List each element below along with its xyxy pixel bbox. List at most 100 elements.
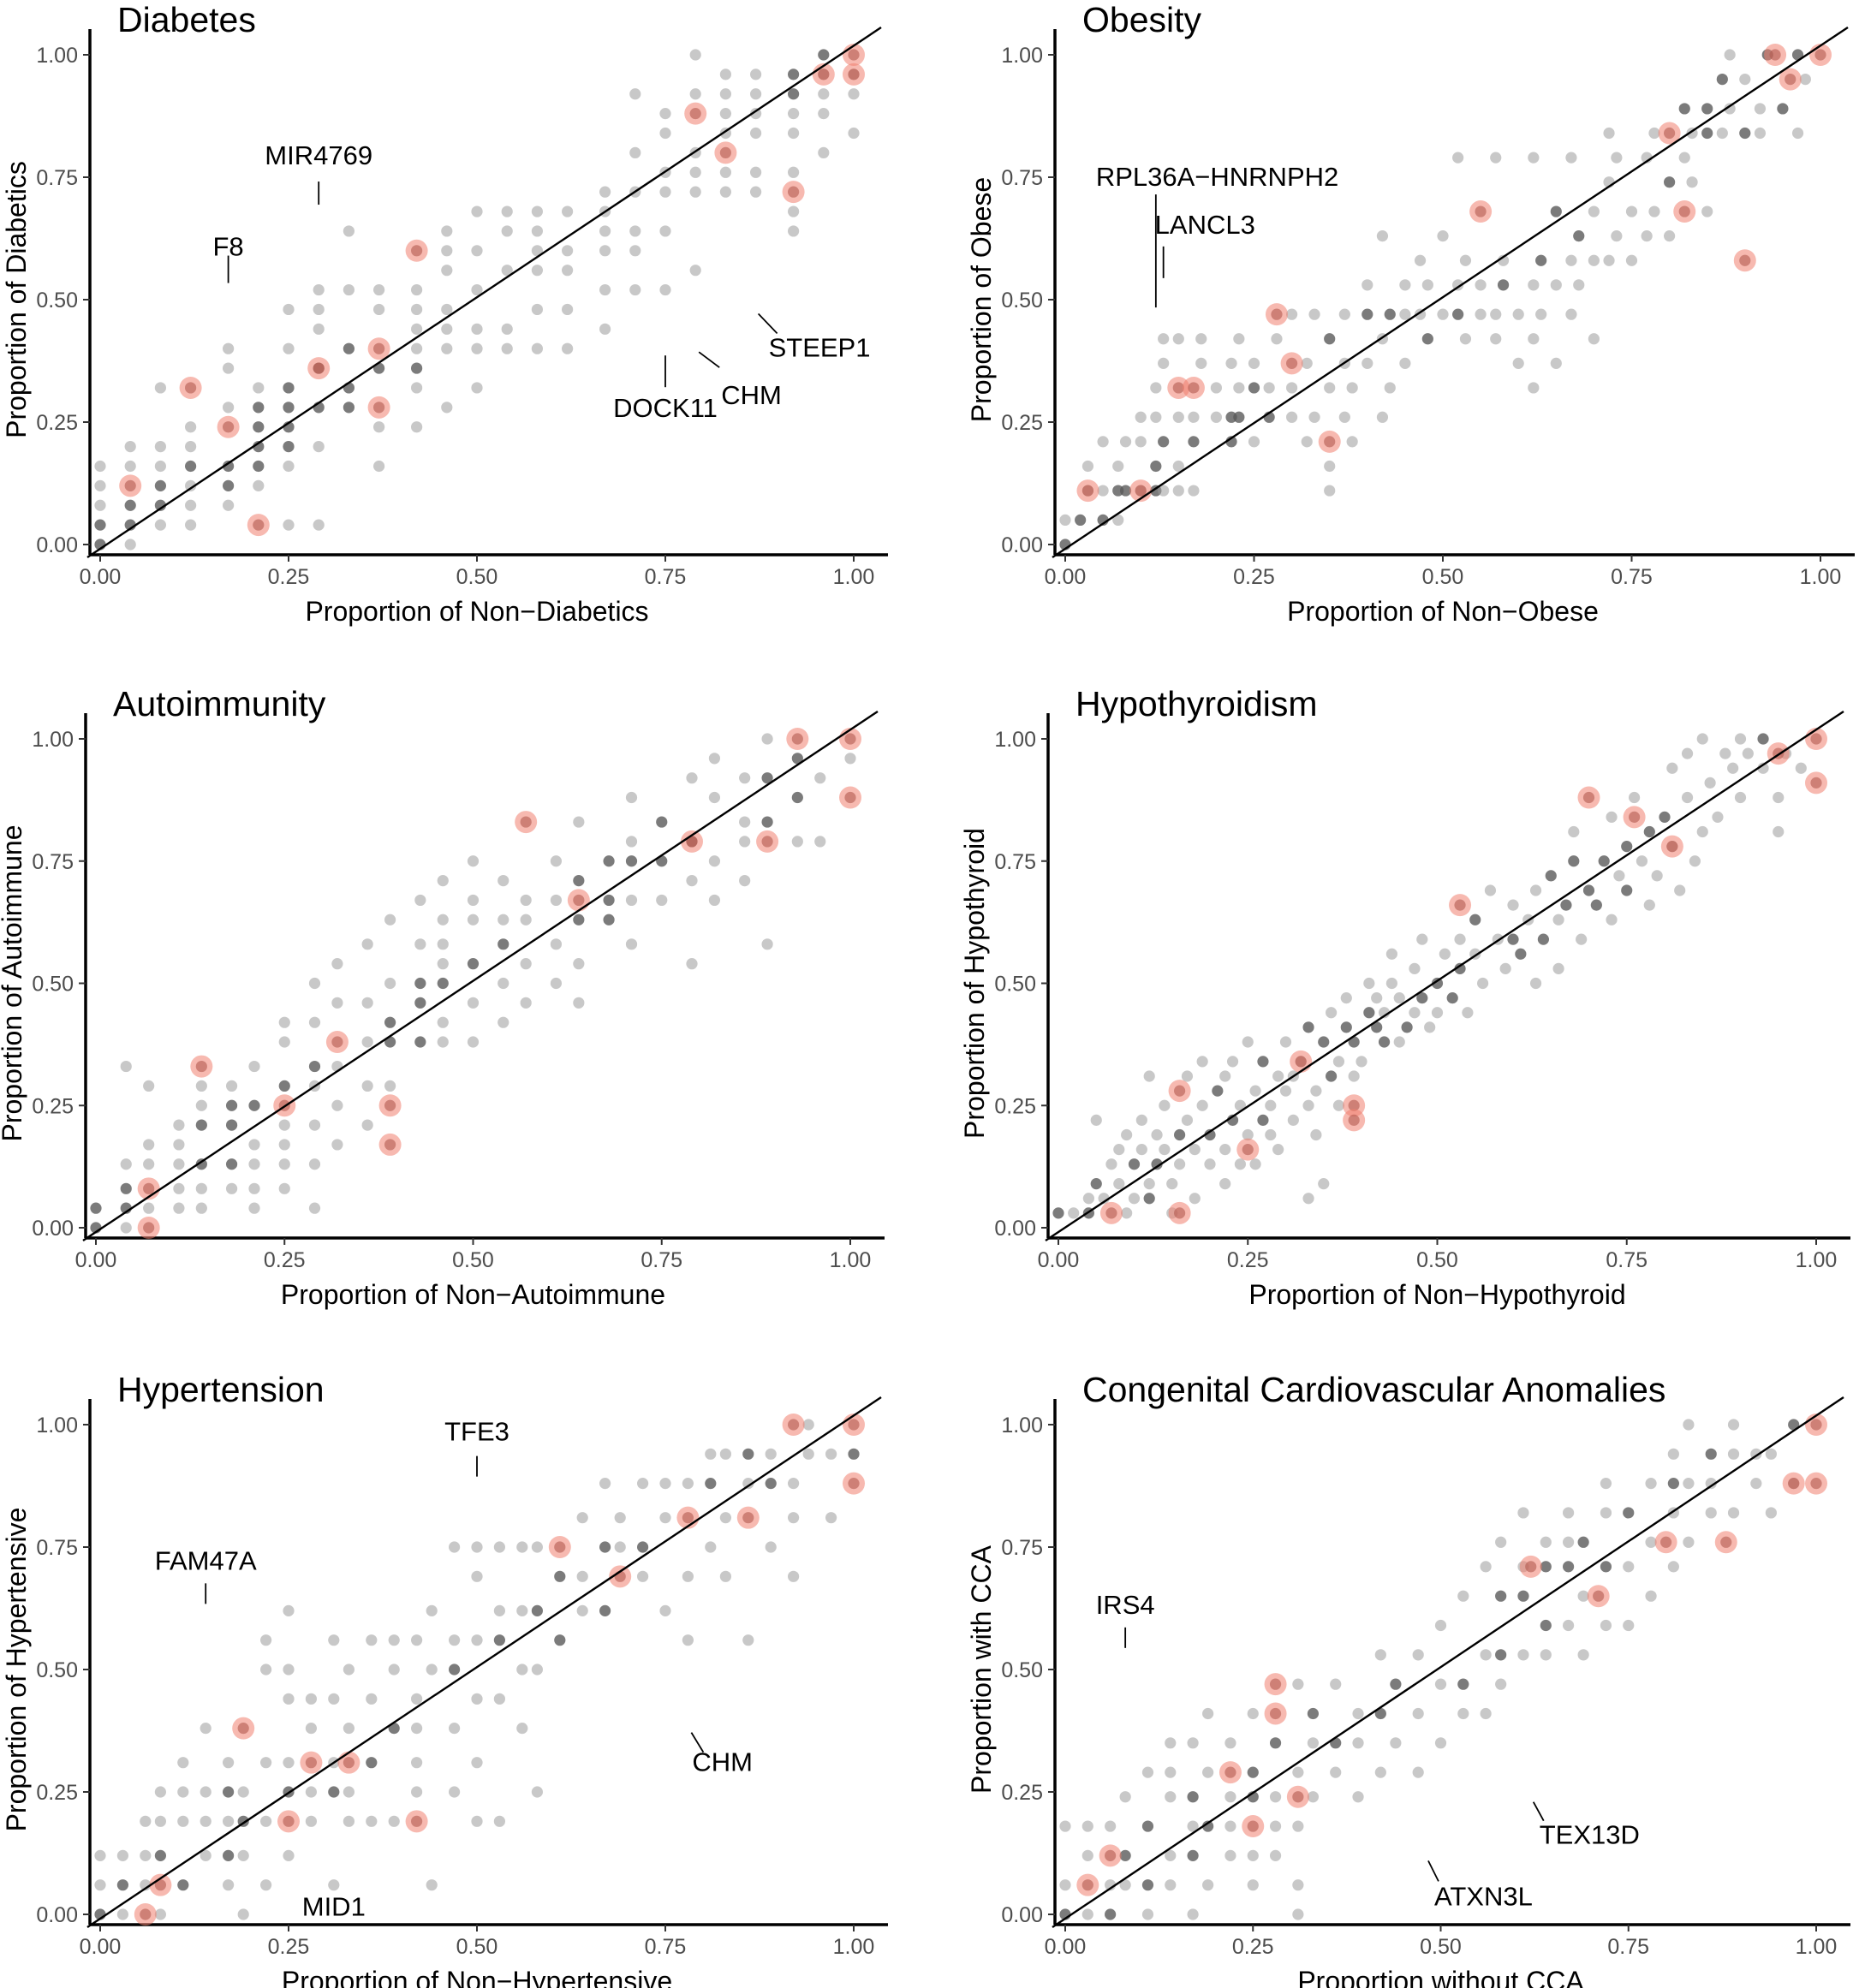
data-point [689,49,701,61]
data-point [154,460,166,473]
data-point [1645,1536,1657,1548]
data-point [437,1016,449,1028]
data-point [1338,308,1350,320]
data-point [1434,1619,1447,1632]
data-point [719,186,732,198]
data-point [1409,962,1421,974]
data-point [1308,308,1320,320]
data-point [708,855,721,867]
data-point [1150,382,1162,394]
data-point [498,914,509,926]
data-point [1540,1649,1552,1661]
data-point [237,1786,249,1798]
data-point [818,108,830,120]
data-point [305,1723,317,1735]
data-point [625,855,638,867]
data-point [361,997,373,1009]
data-point [1195,333,1207,345]
data-point [1716,127,1728,140]
data-point [708,753,721,765]
data-point [441,303,453,316]
data-point [94,1849,106,1861]
data-point [689,88,701,100]
data-point [1517,1590,1529,1602]
data-point [1459,254,1472,266]
x-tick-label: 1.00 [833,565,875,589]
data-point [278,1139,290,1151]
data-point [278,1016,290,1028]
data-point [750,108,762,120]
data-point [1172,485,1184,497]
highlighted-point-core [1269,1678,1282,1690]
data-point [225,1080,238,1092]
data-point [1204,1128,1216,1141]
y-tick-label: 0.50 [36,1658,78,1682]
data-point [1421,333,1433,345]
data-point [1705,1507,1717,1519]
data-point [1330,1678,1342,1690]
data-point [1734,791,1747,804]
data-point [124,441,136,453]
data-point [1659,811,1671,823]
y-axis-title: Proportion of Hypertensive [1,1508,32,1832]
data-point [1202,1879,1214,1891]
data-point [742,1448,754,1460]
data-point [1667,1448,1679,1460]
data-point [1159,1144,1171,1156]
data-point [686,874,698,887]
data-point [1550,205,1562,217]
data-point [1754,103,1767,115]
data-point [1150,460,1162,473]
x-tick-label: 0.50 [1416,1248,1458,1272]
data-point [1292,1766,1304,1778]
data-point [1565,254,1577,266]
data-point [1773,791,1785,804]
data-point [1664,230,1676,242]
data-point [1307,1707,1320,1720]
data-point [689,166,701,178]
data-point [625,938,638,950]
highlighted-point-core [719,146,732,158]
points-layer [90,733,856,1234]
data-point [94,519,106,531]
highlighted-point-core [237,1723,249,1735]
data-point [719,108,732,120]
data-point [449,1786,461,1798]
data-point [531,303,544,316]
data-point [1577,1590,1589,1602]
data-point [1475,279,1487,291]
data-point [1399,308,1411,320]
data-point [1202,1766,1214,1778]
y-tick-label: 0.25 [36,1781,78,1805]
points-layer [1059,49,1811,551]
annotation-label: RPL36A−HNRNPH2 [1096,162,1338,192]
highlighted-point-core [844,791,856,804]
data-point [1172,333,1184,345]
data-point [1621,884,1633,896]
data-point [573,914,585,926]
data-point [283,1604,295,1616]
reference-line [82,711,879,1241]
data-point [501,323,513,335]
data-point [1540,1619,1552,1632]
data-point [225,1099,238,1111]
highlighted-point-core [1271,308,1283,320]
data-point [1189,1193,1201,1205]
data-point [437,1036,449,1048]
data-point [1165,1766,1177,1778]
data-point [802,1448,814,1460]
data-point [1265,1099,1277,1111]
highlighted-point-core [686,836,698,848]
data-point [516,1604,528,1616]
data-point [562,265,574,277]
data-point [1681,747,1694,759]
y-tick-label: 0.50 [1001,1658,1043,1682]
highlighted-point-core [1172,382,1184,394]
data-point [437,958,449,970]
data-point [471,283,483,296]
data-point [177,1815,189,1827]
data-point [384,977,396,990]
data-point [248,1182,260,1194]
data-point [1529,977,1542,990]
highlighted-point-core [844,733,856,745]
